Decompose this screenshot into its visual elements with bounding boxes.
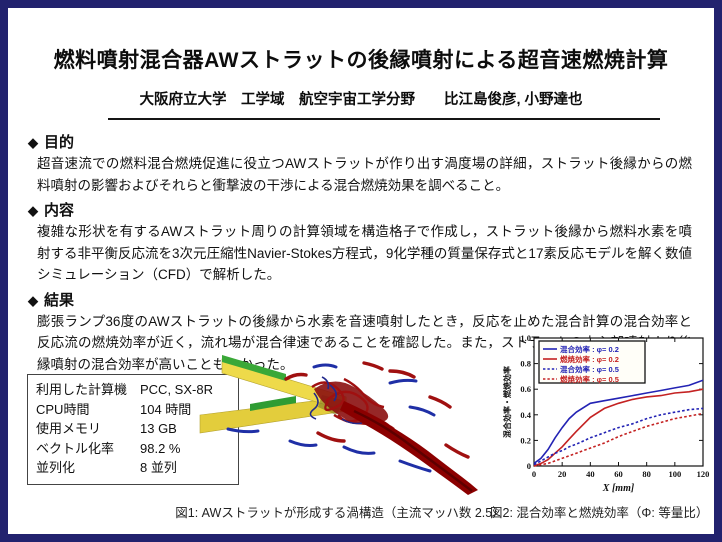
title-divider	[108, 118, 660, 120]
figure2-efficiency-chart: 0 0.2 0.4 0.6 0.8 1.0 0 20 40 60 80 100 120 X [mm] 混合効…	[502, 328, 710, 500]
svg-text:1.0: 1.0	[520, 333, 531, 343]
svg-text:混合効率 : φ= 0.5: 混合効率 : φ= 0.5	[560, 364, 619, 374]
svg-text:100: 100	[668, 469, 681, 479]
vortex-structure-art	[199, 355, 478, 495]
stats-value: 13 GB	[140, 421, 177, 436]
svg-text:0.8: 0.8	[520, 359, 531, 369]
section-heading-results: ◆ 結果	[28, 289, 692, 310]
table-row: ベクトル化率 98.2 %	[36, 439, 232, 459]
stats-value: PCC, SX-8R	[140, 382, 213, 397]
table-row: 並列化 8 並列	[36, 458, 232, 478]
svg-text:混合効率・燃焼効率: 混合効率・燃焼効率	[502, 366, 512, 438]
section-heading-label: 目的	[44, 134, 75, 151]
slide-canvas: 燃料噴射混合器AWストラットの後縁噴射による超音速燃焼計算 大阪府立大学 工学域…	[8, 8, 714, 534]
svg-text:混合効率 : φ= 0.2: 混合効率 : φ= 0.2	[560, 344, 619, 354]
stats-value: 8 並列	[140, 460, 177, 475]
table-row: 利用した計算機 PCC, SX-8R	[36, 380, 232, 400]
svg-text:0.4: 0.4	[520, 410, 531, 420]
stats-label: 使用メモリ	[36, 421, 102, 436]
svg-text:0: 0	[527, 461, 531, 471]
figure2-caption: 図2: 混合効率と燃焼効率（Φ: 等量比）	[490, 506, 709, 520]
section-heading-label: 結果	[44, 291, 75, 309]
diamond-bullet-icon: ◆	[28, 292, 38, 308]
section-heading-label: 内容	[44, 202, 75, 219]
section-body-results: 膨張ランプ36度のAWストラットの後縁から水素を音速噴射したとき，反応を止めた混…	[37, 313, 692, 372]
stats-label: ベクトル化率	[36, 440, 115, 456]
stats-label: 利用した計算機	[36, 382, 128, 397]
svg-text:40: 40	[586, 469, 595, 479]
svg-text:20: 20	[558, 469, 567, 479]
section-heading-purpose: ◆ 目的	[28, 131, 692, 152]
svg-text:燃焼効率 : φ= 0.2: 燃焼効率 : φ= 0.2	[560, 354, 619, 364]
svg-text:0.2: 0.2	[520, 435, 531, 445]
svg-text:0: 0	[532, 469, 536, 479]
body-sections: ◆ 目的 超音速流での燃料混合燃焼促進に役立つAWストラットが作り出す渦度場の詳細…	[28, 128, 692, 375]
svg-text:燃焼効率 : φ= 0.5: 燃焼効率 : φ= 0.5	[560, 374, 619, 384]
page-title: 燃料噴射混合器AWストラットの後縁噴射による超音速燃焼計算	[53, 49, 669, 72]
table-row: 使用メモリ 13 GB	[36, 419, 232, 439]
stats-value: 98.2 %	[140, 440, 181, 456]
table-row: CPU時間 104 時間	[36, 400, 232, 420]
svg-text:X [mm]: X [mm]	[602, 483, 635, 494]
svg-text:80: 80	[642, 469, 651, 479]
stats-label: CPU時間	[36, 401, 90, 417]
svg-text:0.6: 0.6	[520, 384, 531, 394]
section-body-purpose: 超音速流での燃料混合燃焼促進に役立つAWストラットが作り出す渦度場の詳細，ストラ…	[37, 156, 692, 193]
figure1-caption: 図1: AWストラットが形成する渦構造（主流マッハ数 2.5）	[175, 506, 505, 520]
efficiency-line-chart: 0 0.2 0.4 0.6 0.8 1.0 0 20 40 60 80 100 120 X [mm] 混合効…	[502, 333, 710, 494]
diamond-bullet-icon: ◆	[28, 135, 38, 150]
stats-label: 並列化	[36, 460, 76, 475]
svg-text:120: 120	[697, 469, 710, 479]
section-body-content: 複雑な形状を有するAWストラット周りの計算領域を構造格子で作成し，ストラット後縁…	[37, 224, 692, 282]
section-heading-content: ◆ 内容	[28, 199, 692, 220]
diamond-bullet-icon: ◆	[28, 203, 38, 218]
stats-value: 104 時間	[140, 401, 192, 417]
figure1-vortex-visualization	[194, 348, 494, 500]
authors-line: 大阪府立大学 工学域 航空宇宙工学分野 比江島俊彦, 小野達也	[139, 92, 583, 108]
svg-text:60: 60	[614, 469, 623, 479]
